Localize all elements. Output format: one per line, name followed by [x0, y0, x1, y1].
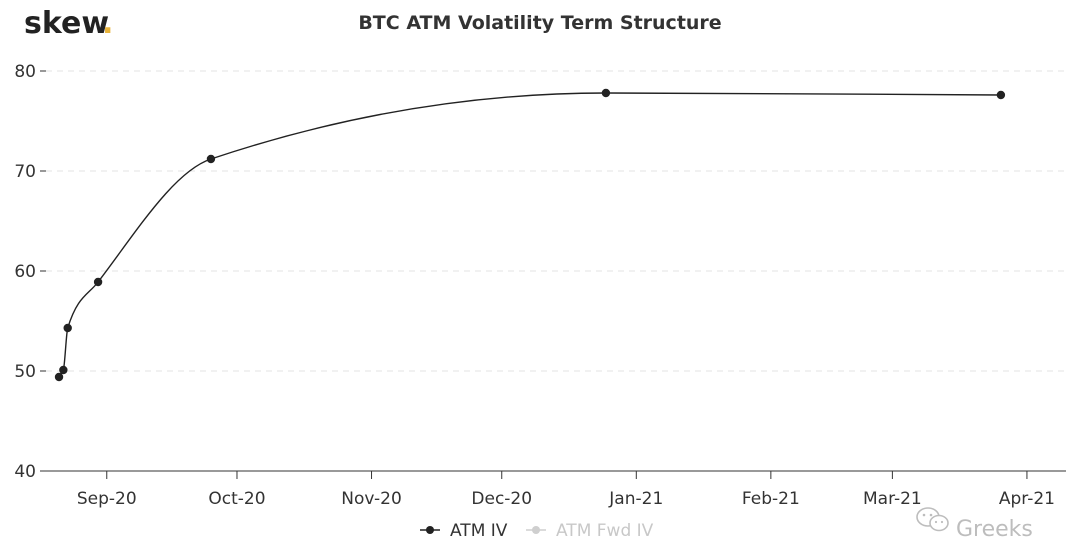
data-point [996, 90, 1006, 100]
x-tick-label: Nov-20 [341, 489, 402, 509]
x-tick-label: Jan-21 [608, 489, 663, 509]
legend-symbol-dot [532, 526, 540, 534]
series-line-atm-iv [58, 92, 1001, 378]
logo-text: skew [24, 6, 109, 41]
x-tick-label: Sep-20 [77, 489, 137, 509]
data-point [206, 154, 216, 164]
legend-symbol-dot [426, 526, 434, 534]
skew-logo: skew . [24, 6, 113, 41]
y-tick-label: 40 [14, 462, 36, 482]
x-tick-label: Feb-21 [742, 489, 800, 509]
wechat-icon [916, 507, 949, 532]
y-tick-label: 70 [14, 162, 36, 182]
grid [46, 70, 1066, 372]
data-point [63, 323, 72, 333]
y-tick-label: 60 [14, 262, 36, 282]
data-point [601, 88, 611, 98]
y-tick-label: 50 [14, 362, 36, 382]
x-tick-label: Oct-20 [208, 489, 265, 509]
legend: ATM IV ATM Fwd IV [420, 521, 654, 541]
logo-dot: . [102, 6, 113, 41]
x-tick-label: Mar-21 [863, 489, 922, 509]
watermark: Greeks [916, 507, 1033, 542]
legend-label: ATM Fwd IV [556, 521, 654, 541]
data-point [54, 372, 64, 382]
y-tick-label: 80 [14, 62, 36, 82]
data-point [59, 365, 68, 375]
chart-title: BTC ATM Volatility Term Structure [358, 12, 721, 34]
legend-item-atm-iv: ATM IV [420, 521, 508, 541]
legend-label: ATM IV [450, 521, 508, 541]
series-layer [54, 88, 1006, 382]
x-tick-label: Apr-21 [999, 489, 1055, 509]
watermark-text: Greeks [956, 517, 1033, 542]
axes: 40 50 60 70 80 Sep-20 Oct-20 Nov-20 Dec-20 Jan-21… [14, 62, 1066, 509]
data-point [93, 277, 103, 287]
legend-item-atm-fwd-iv: ATM Fwd IV [526, 521, 654, 541]
x-tick-label: Dec-20 [471, 489, 532, 509]
